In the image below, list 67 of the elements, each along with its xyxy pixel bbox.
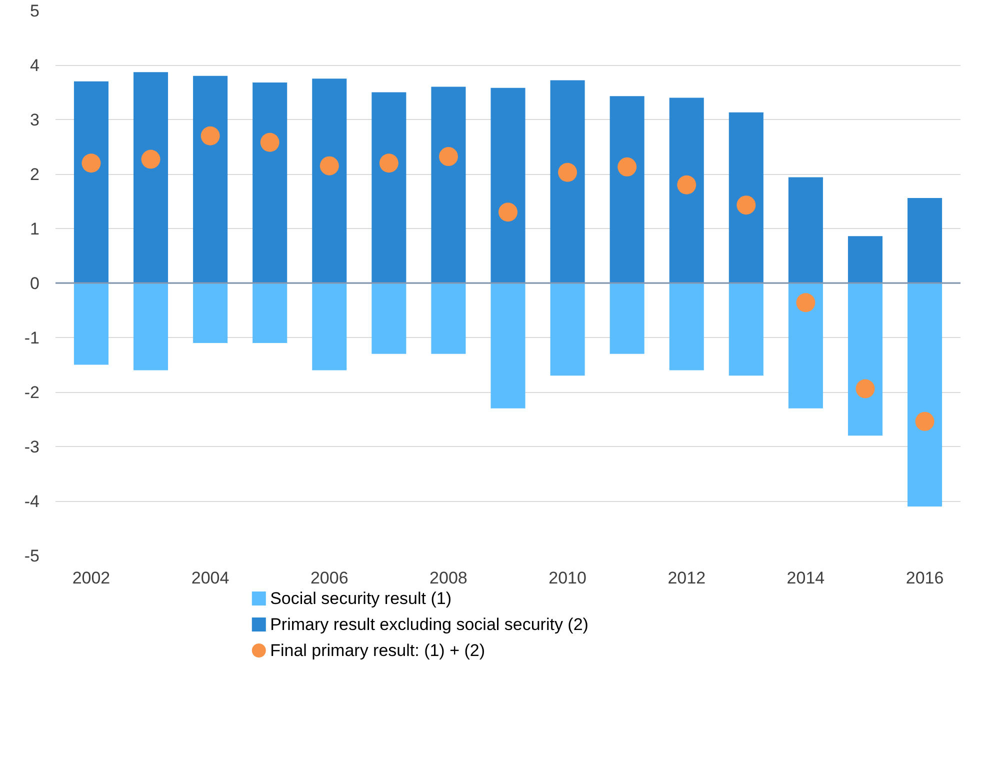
bar (788, 177, 823, 283)
bar (490, 283, 526, 408)
bar (848, 283, 883, 436)
y-tick-label: 0 (30, 274, 40, 293)
bar (728, 112, 764, 283)
point (796, 293, 816, 312)
point (379, 154, 398, 173)
x-tick-label: 2008 (430, 568, 468, 588)
bar (252, 283, 288, 343)
bar (133, 283, 168, 370)
bar (431, 86, 466, 283)
y-tick-label: 5 (30, 2, 40, 20)
x-tick-label: 2004 (191, 568, 230, 588)
y-tick-label: 2 (30, 165, 40, 184)
point (677, 175, 696, 194)
bar (550, 283, 585, 376)
point (736, 196, 756, 215)
y-tick-label: -5 (24, 546, 40, 566)
bar (74, 283, 108, 365)
x-tick-label: 2014 (786, 568, 825, 588)
bar (669, 98, 704, 283)
bar (550, 80, 585, 283)
x-tick-label: 2002 (72, 568, 110, 588)
bar (728, 283, 764, 376)
bar (252, 82, 288, 283)
point (320, 156, 339, 176)
bar (788, 283, 823, 408)
point (856, 379, 875, 398)
legend-label: Final primary result: (1) + (2) (270, 641, 486, 660)
point (618, 157, 637, 176)
point (498, 202, 518, 222)
bar (431, 283, 466, 354)
bar (372, 283, 406, 354)
y-tick-label: 1 (30, 220, 40, 238)
point (141, 150, 160, 169)
bar (372, 92, 406, 283)
point (915, 412, 934, 431)
bar (312, 78, 347, 283)
bar (74, 81, 108, 283)
point (438, 147, 458, 166)
x-tick-label: 2016 (906, 568, 944, 588)
y-tick-label: 3 (30, 110, 40, 130)
bar (133, 72, 168, 283)
point (200, 126, 220, 146)
point (82, 154, 101, 173)
bar (490, 88, 526, 283)
y-tick-label: -3 (24, 438, 40, 456)
y-tick-label: 4 (30, 56, 40, 75)
y-tick-label: -4 (24, 492, 40, 511)
y-tick-label: -1 (24, 328, 40, 348)
point (558, 162, 578, 182)
y-tick-label: -2 (24, 383, 40, 402)
x-tick-label: 2010 (548, 568, 586, 588)
bar (312, 283, 347, 370)
legend-label: Social security result (1) (270, 589, 452, 608)
bar (610, 283, 644, 354)
bar (193, 283, 228, 343)
bar (908, 198, 942, 283)
bar (610, 96, 644, 283)
bar (669, 283, 704, 370)
bar (193, 76, 228, 283)
legend-label: Primary result excluding social security (2) (270, 615, 588, 634)
bar (848, 236, 883, 283)
bar (908, 283, 942, 506)
point (260, 132, 280, 152)
x-tick-label: 2006 (310, 568, 348, 588)
x-tick-label: 2012 (668, 568, 706, 588)
